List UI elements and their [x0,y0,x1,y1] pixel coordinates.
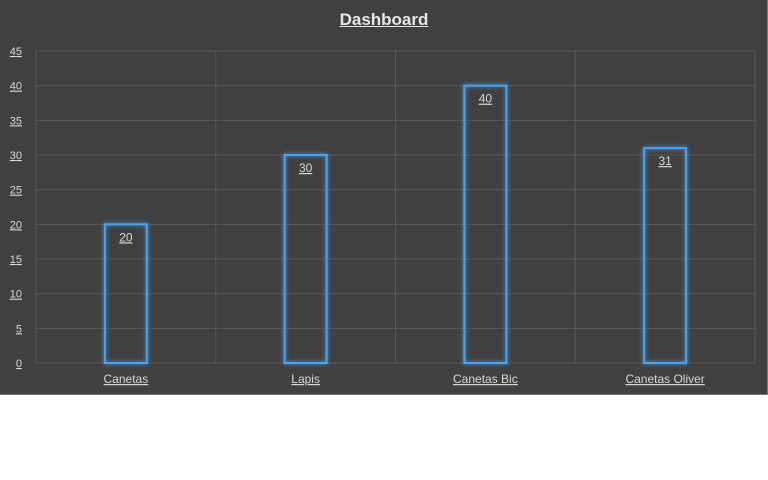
y-tick-label: 45 [10,46,22,58]
data-label: 20 [119,230,133,244]
y-tick-label: 15 [10,254,22,266]
bar-canetas-bic [463,84,508,365]
y-tick-label: 20 [10,219,22,231]
data-label: 31 [658,154,672,168]
bar-chart: 0 5 10 15 20 25 30 35 40 45 20 Canetas 30 Lapis 40 Can… [10,46,756,386]
bar-canetas-oliver [643,147,688,364]
x-tick-label: Canetas Bic [453,372,518,386]
axes: 0 5 10 15 20 25 30 35 40 45 [10,46,22,370]
labels: 20 Canetas 30 Lapis 40 Canetas Bic 31 Canetas O… [104,92,705,386]
chart-panel: Dashboard 0 5 10 15 20 25 30 35 40 45 20 Canetas 30… [0,0,768,395]
y-tick-label: 30 [10,150,22,162]
bar-canetas [103,223,148,364]
x-tick-label: Canetas [104,372,149,386]
y-tick-label: 0 [16,358,22,370]
y-tick-label: 25 [10,185,22,197]
y-tick-label: 35 [10,115,22,127]
bars [103,84,688,365]
data-label: 40 [479,92,493,106]
gridlines [35,50,756,364]
x-tick-label: Lapis [291,372,320,386]
y-tick-label: 5 [16,323,22,335]
chart-title: Dashboard [339,10,429,29]
bar-lapis [283,154,328,364]
y-tick-label: 40 [10,81,22,93]
x-tick-label: Canetas Oliver [625,372,704,386]
data-label: 30 [299,161,313,175]
y-tick-label: 10 [10,289,22,301]
